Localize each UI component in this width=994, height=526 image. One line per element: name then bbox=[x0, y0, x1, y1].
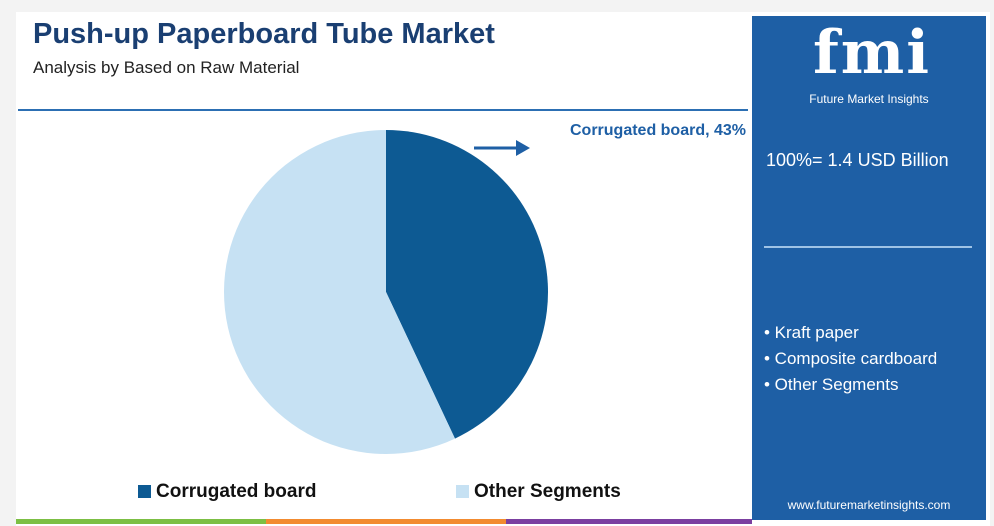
total: 100%= 1.4 USD Billion bbox=[766, 150, 949, 170]
segment-item: • Kraft paper bbox=[764, 323, 859, 342]
arrow-head bbox=[516, 140, 530, 156]
divider bbox=[764, 246, 972, 248]
stripe bbox=[16, 519, 266, 524]
url: www.futuremarketinsights.com bbox=[787, 498, 951, 512]
stripe bbox=[506, 519, 752, 524]
data-label: Corrugated board, 43% bbox=[569, 122, 747, 139]
segment-list: • Kraft paper • Composite cardboard • Ot… bbox=[764, 320, 964, 398]
segment-item: • Other Segments bbox=[764, 375, 899, 394]
legend-swatch bbox=[456, 485, 469, 498]
stripe bbox=[266, 519, 506, 524]
legend-label: Corrugated board bbox=[156, 481, 316, 502]
pie-slice bbox=[386, 130, 549, 439]
segment-item: • Composite cardboard bbox=[764, 349, 938, 368]
sidebar: fmi Future Market Insights 100%= 1.4 USD… bbox=[752, 16, 986, 520]
logo: fmi bbox=[812, 18, 932, 88]
legend-label: Other Segments bbox=[474, 481, 621, 502]
chart-subtitle: Analysis by Based on Raw Material bbox=[33, 58, 300, 77]
brand: Future Market Insights bbox=[809, 92, 929, 106]
legend-swatch bbox=[138, 485, 151, 498]
pie-slice bbox=[224, 130, 455, 454]
chart-title: Push-up Paperboard Tube Market bbox=[33, 18, 495, 50]
